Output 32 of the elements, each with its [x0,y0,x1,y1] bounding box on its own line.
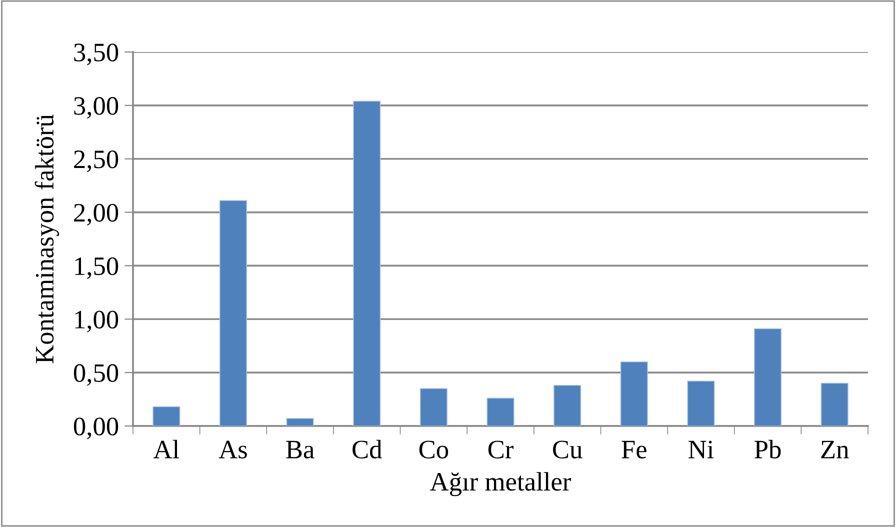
bar [420,388,448,426]
x-tick-label: Al [153,440,180,458]
y-tick-label: 0,00 [74,418,118,440]
y-tick-label: 1,00 [75,310,118,332]
bar [820,382,848,426]
x-tick-label: Co [419,440,448,458]
x-tick-label: Cu [553,440,582,458]
x-axis-title: Ağır metaller [430,472,571,496]
x-tick-label: Ni [688,440,714,458]
bar [286,418,314,426]
bar [620,361,648,426]
x-tick-label: Pb [754,440,781,458]
x-tick-label: Cr [488,440,514,458]
x-tick-label: Fe [622,440,646,458]
bar [353,100,381,426]
y-tick-label: 2,50 [74,150,118,172]
y-axis-title: Kontaminasyon faktörü [34,114,60,364]
bar [219,200,248,426]
x-tick-label: Cd [352,440,382,458]
bar [754,328,782,426]
y-tick-label: 1,50 [75,257,118,279]
x-tick-label: Zn [821,440,849,458]
y-tick-label: 0,50 [74,364,118,386]
y-tick-label: 2,00 [74,204,118,226]
y-tick-label: 3,50 [74,44,118,66]
bar [554,384,582,426]
bar [486,398,514,426]
x-tick-label: Ba [286,440,314,458]
y-tick-label: 3,00 [74,97,118,119]
bar [152,406,180,426]
bar [687,380,715,426]
x-tick-label: As [218,440,247,458]
